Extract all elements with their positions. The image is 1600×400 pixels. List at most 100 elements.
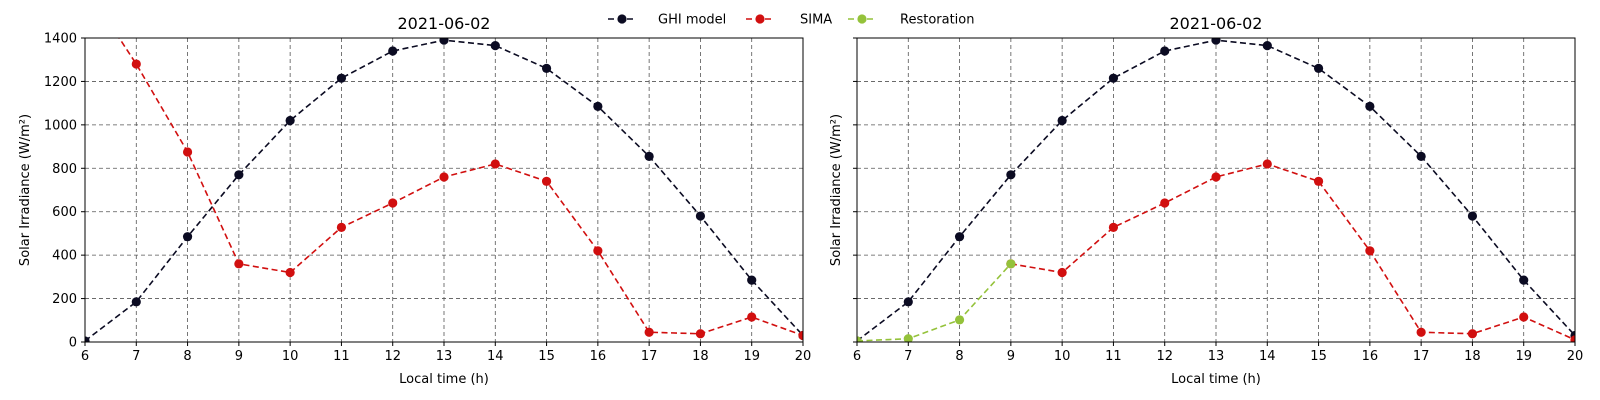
chart-panel-right: 2021-06-02 Local time (h) Solar Irradian…	[829, 14, 1583, 387]
x-tick-label: 18	[1464, 349, 1481, 364]
y-tick-label: 200	[52, 292, 77, 307]
data-point-ghi	[439, 38, 449, 45]
data-point-ghi	[1211, 38, 1221, 45]
grid	[856, 37, 1576, 343]
data-point-sima	[388, 198, 398, 208]
chart-title: 2021-06-02	[398, 14, 491, 33]
data-point-ghi	[1467, 211, 1478, 221]
data-point-sima	[1313, 176, 1324, 186]
x-tick-label: 8	[955, 349, 963, 364]
x-axis-label: Local time (h)	[399, 372, 489, 387]
x-tick-label: 7	[132, 349, 140, 364]
x-tick-label: 6	[81, 349, 89, 364]
data-point-ghi	[1108, 73, 1119, 83]
plot-area	[85, 38, 803, 342]
y-ticks	[853, 37, 857, 343]
data-point-ghi	[954, 232, 965, 242]
legend-swatch-marker	[755, 14, 765, 24]
data-point-ghi	[747, 275, 757, 285]
data-point-sima	[1570, 335, 1575, 342]
data-point-sima	[1416, 327, 1426, 337]
x-tick-label: 11	[1105, 349, 1122, 364]
x-tick-label: 11	[333, 349, 350, 364]
x-tick-label: 12	[1156, 349, 1173, 364]
data-point-sima	[1519, 312, 1529, 322]
x-axis-label: Local time (h)	[1171, 372, 1261, 387]
data-point-sima	[131, 59, 141, 69]
x-tick-label: 16	[590, 349, 607, 364]
x-tick-label: 14	[1259, 349, 1276, 364]
legend-swatch-marker	[617, 14, 627, 24]
data-point-ghi	[1519, 275, 1529, 285]
x-tick-label: 20	[1567, 349, 1584, 364]
x-tick-label: 15	[1310, 349, 1327, 364]
y-axis-label: Solar Irradiance (W/m²)	[829, 114, 844, 266]
data-point-sima	[644, 327, 654, 337]
x-tick-label: 8	[183, 349, 191, 364]
plot-area	[857, 38, 1575, 342]
data-point-ghi	[541, 63, 552, 73]
x-tick-label: 17	[1413, 349, 1430, 364]
data-point-ghi	[1160, 46, 1170, 56]
data-point-ghi	[1262, 41, 1272, 51]
data-point-ghi	[1006, 170, 1016, 180]
data-point-ghi	[388, 46, 398, 56]
data-point-sima	[593, 246, 603, 256]
x-ticks: 6 7 8 9 10 11 12 13 14 15 16 17 18 19 20	[853, 342, 1583, 364]
series-line-ghi	[85, 39, 803, 342]
x-tick-label: 18	[692, 349, 709, 364]
y-axis-label: Solar Irradiance (W/m²)	[18, 114, 33, 266]
legend-label: Restoration	[900, 13, 974, 28]
y-tick-label: 1400	[44, 32, 77, 47]
data-point-sima	[1211, 172, 1221, 182]
y-tick-label: 1000	[44, 118, 77, 133]
data-point-sima	[182, 147, 193, 157]
y-tick-label: 0	[69, 336, 77, 351]
data-point-ghi	[695, 211, 706, 221]
y-ticks: 0 200 400 600 800 1000 1200 1400	[44, 32, 85, 351]
data-point-ghi	[336, 73, 347, 83]
series-line-restoration	[857, 263, 1012, 342]
data-point-ghi	[285, 115, 295, 126]
x-tick-label: 13	[436, 349, 453, 364]
data-point-sima	[695, 329, 706, 339]
y-tick-label: 1200	[44, 75, 77, 90]
legend-item-restoration: Restoration	[848, 13, 974, 28]
legend: GHI model SIMA Restoration	[608, 13, 974, 28]
data-point-ghi	[131, 297, 141, 307]
chart-panel-left: 2021-06-02 Local time (h) Solar Irradian…	[18, 14, 811, 387]
data-point-ghi	[644, 151, 654, 161]
data-point-ghi	[903, 297, 913, 307]
data-point-sima	[1160, 198, 1170, 208]
x-tick-label: 14	[487, 349, 504, 364]
data-point-sima	[490, 159, 500, 169]
x-tick-label: 10	[282, 349, 299, 364]
data-point-sima	[336, 222, 347, 232]
data-point-sima	[1108, 222, 1119, 232]
data-point-sima	[747, 312, 757, 322]
x-ticks: 6 7 8 9 10 11 12 13 14 15 16 17 18 19 20	[81, 342, 811, 364]
data-point-ghi	[593, 101, 603, 111]
data-point-restoration	[903, 334, 913, 342]
data-point-sima	[1467, 329, 1478, 339]
x-tick-label: 20	[795, 349, 812, 364]
x-tick-label: 13	[1208, 349, 1225, 364]
data-point-sima	[798, 330, 803, 341]
data-point-sima	[285, 267, 295, 278]
data-point-sima	[439, 172, 449, 182]
data-point-sima	[541, 176, 552, 186]
data-point-ghi	[234, 170, 244, 180]
data-point-ghi	[490, 41, 500, 51]
x-tick-label: 17	[641, 349, 658, 364]
data-point-sima	[1365, 246, 1375, 256]
data-point-sima	[1262, 159, 1272, 169]
data-point-ghi	[1057, 115, 1067, 126]
x-tick-label: 19	[1515, 349, 1532, 364]
data-point-sima	[1057, 267, 1067, 278]
x-tick-label: 16	[1362, 349, 1379, 364]
chart-title: 2021-06-02	[1170, 14, 1263, 33]
x-tick-label: 19	[743, 349, 760, 364]
x-tick-label: 10	[1054, 349, 1071, 364]
data-point-restoration	[1006, 259, 1016, 269]
